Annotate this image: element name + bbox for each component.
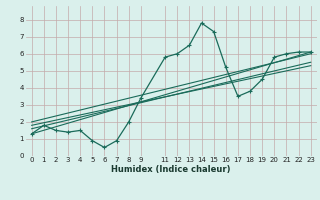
X-axis label: Humidex (Indice chaleur): Humidex (Indice chaleur) (111, 165, 231, 174)
